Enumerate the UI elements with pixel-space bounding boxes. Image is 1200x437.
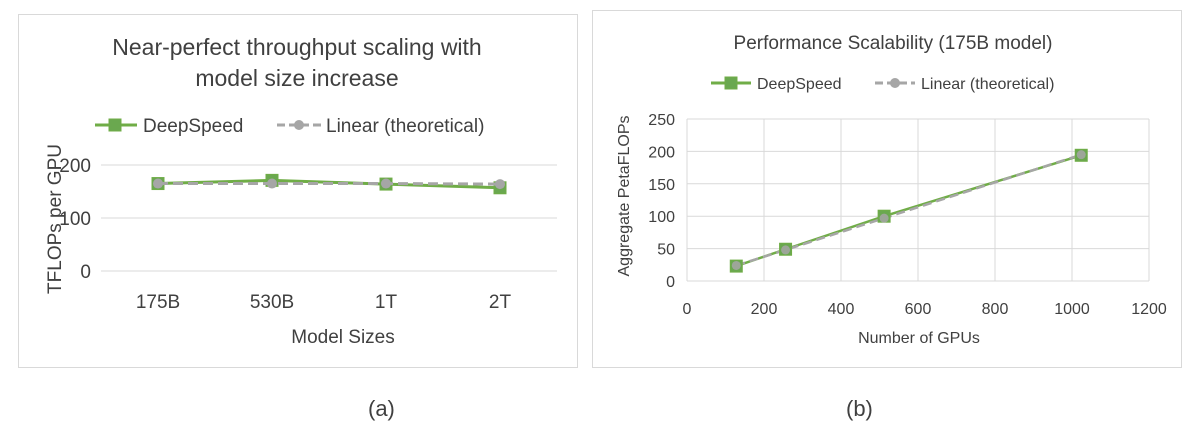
chart-a-linear-point — [267, 178, 277, 189]
chart-a-ytick-label: 0 — [80, 262, 91, 283]
chart-b-series-linear-line — [735, 153, 1082, 267]
chart-b-linear-point — [781, 245, 791, 255]
chart-a-xtick-label: 530B — [250, 292, 294, 313]
chart-a-linear-point — [495, 179, 505, 190]
chart-a-ytick-label: 100 — [59, 209, 91, 230]
chart-b-legend-deepspeed-marker — [724, 76, 738, 90]
chart-a-legend-deepspeed-marker — [108, 118, 122, 132]
chart-panel-b: Performance Scalability (175B model) Dee… — [592, 10, 1182, 368]
chart-a-legend-deepspeed-label: DeepSpeed — [143, 116, 243, 137]
chart-a-legend-linear-label: Linear (theoretical) — [326, 116, 484, 137]
chart-b-legend-linear-marker — [890, 78, 900, 88]
chart-b-ytick-label: 50 — [657, 242, 675, 259]
chart-a-title-line-1: Near-perfect throughput scaling with — [112, 34, 481, 60]
chart-b-xlabel: Number of GPUs — [858, 330, 980, 347]
chart-a-xtick-label: 175B — [136, 292, 180, 313]
chart-a: Near-perfect throughput scaling with mod… — [45, 34, 557, 348]
chart-b-ytick-label: 0 — [666, 274, 675, 291]
chart-b-xtick-label: 200 — [751, 301, 778, 318]
chart-b-ytick-label: 250 — [648, 112, 675, 129]
chart-b-xtick-label: 400 — [828, 301, 855, 318]
chart-b-ytick-label: 100 — [648, 209, 675, 226]
chart-b-title: Performance Scalability (175B model) — [734, 33, 1053, 54]
chart-b-legend-linear-label: Linear (theoretical) — [921, 76, 1054, 93]
chart-a-ytick-label: 200 — [59, 156, 91, 177]
chart-a-xlabel: Model Sizes — [291, 327, 395, 348]
chart-a-linear-point — [153, 178, 163, 189]
chart-a-xtick-label: 1T — [375, 292, 398, 313]
caption-b: (b) — [846, 396, 873, 421]
chart-b-ylabel: Aggregate PetaFLOPs — [616, 116, 633, 277]
chart-b-xtick-label: 0 — [683, 301, 692, 318]
chart-a-linear-point — [381, 178, 391, 189]
chart-b-legend: DeepSpeed Linear (theoretical) — [711, 76, 1054, 93]
chart-a-ylabel: TFLOPs per GPU — [45, 144, 66, 294]
chart-b-xtick-label: 1200 — [1131, 301, 1167, 318]
chart-panel-a: Near-perfect throughput scaling with mod… — [18, 14, 578, 368]
chart-b: Performance Scalability (175B model) Dee… — [616, 33, 1167, 347]
chart-a-title-line-2: model size increase — [195, 65, 398, 91]
chart-a-legend-linear-marker — [294, 120, 304, 130]
chart-b-legend-deepspeed-label: DeepSpeed — [757, 76, 842, 93]
chart-a-legend: DeepSpeed Linear (theoretical) — [95, 116, 484, 137]
chart-b-linear-point — [879, 213, 889, 223]
chart-b-xtick-label: 1000 — [1054, 301, 1090, 318]
chart-b-xtick-label: 600 — [905, 301, 932, 318]
chart-b-xtick-label: 800 — [982, 301, 1009, 318]
chart-b-linear-point — [1076, 150, 1086, 160]
chart-a-series-linear-line — [158, 182, 501, 186]
chart-b-linear-point — [731, 260, 741, 270]
chart-b-ytick-label: 200 — [648, 144, 675, 161]
caption-a: (a) — [368, 396, 395, 421]
chart-a-xtick-label: 2T — [489, 292, 512, 313]
chart-b-ytick-label: 150 — [648, 177, 675, 194]
